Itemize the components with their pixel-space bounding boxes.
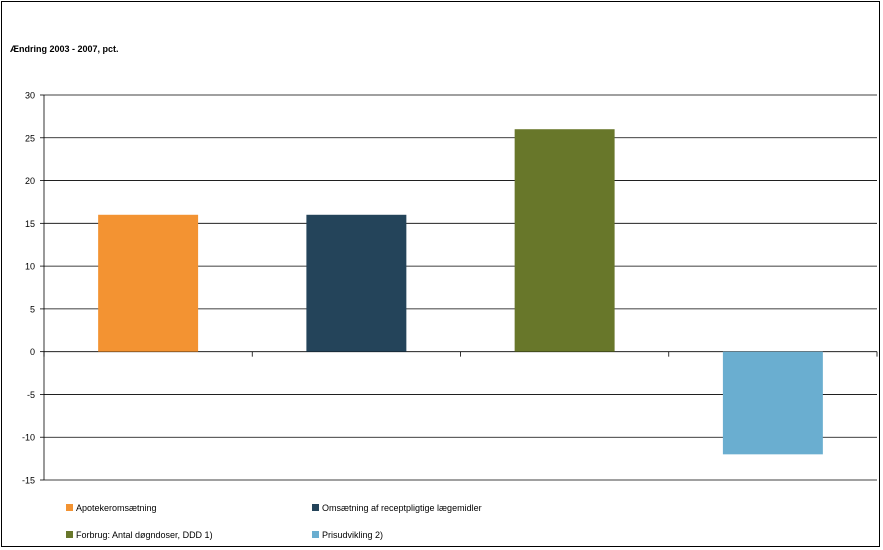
legend-label-2: Omsætning af receptpligtige lægemidler xyxy=(322,503,482,513)
y-tick-label: -5 xyxy=(27,390,35,400)
y-tick-label: 30 xyxy=(25,91,35,101)
chart-title: Ændring 2003 - 2007, pct. xyxy=(10,44,119,54)
legend-swatch-4 xyxy=(312,531,319,538)
bar-4 xyxy=(722,351,823,455)
y-tick-label: 5 xyxy=(30,304,35,314)
y-tick-label: 15 xyxy=(25,219,35,229)
legend-label-4: Prisudvikling 2) xyxy=(322,530,383,540)
y-tick-label: 0 xyxy=(30,347,35,357)
legend-swatch-1 xyxy=(66,504,73,511)
bar-3 xyxy=(514,129,615,352)
bar-1 xyxy=(98,214,199,352)
legend-label-1: Apotekeromsætning xyxy=(76,503,157,513)
y-tick-label: -10 xyxy=(22,433,35,443)
legend-label-3: Forbrug: Antal døgndoser, DDD 1) xyxy=(76,530,213,540)
y-tick-label: 25 xyxy=(25,133,35,143)
legend-swatch-3 xyxy=(66,531,73,538)
bar-2 xyxy=(306,214,407,352)
y-tick-label: 20 xyxy=(25,176,35,186)
legend-swatch-2 xyxy=(312,504,319,511)
y-tick-label: -15 xyxy=(22,476,35,486)
y-tick-label: 10 xyxy=(25,262,35,272)
